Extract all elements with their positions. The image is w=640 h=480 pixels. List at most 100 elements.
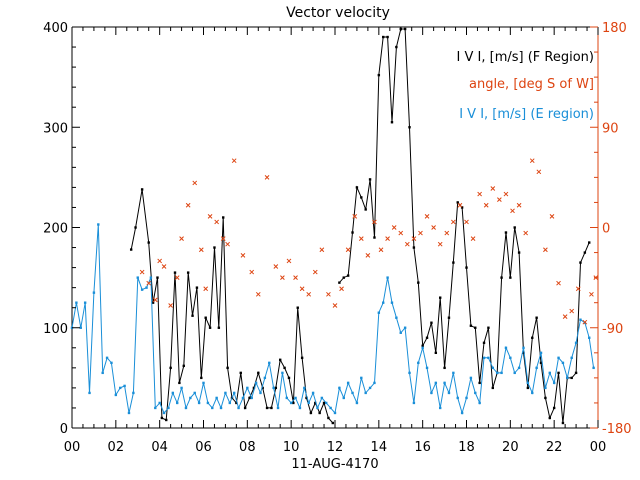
data-point-e-region — [75, 301, 78, 304]
data-point-angle — [146, 280, 152, 286]
data-point-f-region — [469, 324, 473, 327]
data-point-angle — [556, 280, 561, 286]
data-point-angle — [365, 252, 371, 258]
legend-entry: angle, [deg S of W] — [469, 77, 594, 92]
data-point-f-region — [160, 416, 164, 420]
data-point-angle — [569, 308, 575, 314]
data-point-e-region — [333, 411, 337, 415]
data-point-angle — [312, 269, 318, 275]
data-point-e-region — [294, 396, 297, 400]
y-right-tick-label: 0 — [602, 222, 610, 237]
data-point-e-region — [197, 401, 201, 405]
data-point-e-region — [566, 376, 569, 380]
data-point-e-region — [176, 401, 179, 405]
legend-entry: I V I, [m/s] (F Region) — [457, 50, 594, 65]
data-point-angle — [549, 214, 555, 219]
data-point-e-region — [298, 406, 302, 410]
data-point-e-region — [303, 386, 306, 390]
data-point-e-region — [421, 346, 424, 349]
data-point-e-region — [184, 406, 188, 410]
data-point-e-region — [346, 381, 350, 385]
data-point-f-region — [443, 366, 446, 370]
data-point-f-region — [257, 371, 260, 375]
data-point-e-region — [430, 391, 433, 395]
chart-title: Vector velocity — [286, 5, 390, 21]
data-point-f-region — [165, 418, 168, 422]
data-point-e-region — [513, 371, 516, 375]
data-point-e-region — [439, 406, 442, 410]
data-point-e-region — [101, 371, 104, 375]
data-point-e-region — [579, 318, 582, 321]
data-point-angle — [372, 219, 377, 225]
data-point-e-region — [390, 301, 394, 304]
data-point-f-region — [217, 326, 221, 329]
data-point-e-region — [474, 391, 477, 395]
data-point-angle — [398, 230, 404, 236]
x-tick-label: 00 — [590, 440, 607, 455]
data-point-f-region — [235, 401, 238, 405]
data-point-e-region — [154, 406, 157, 410]
data-point-angle — [457, 202, 463, 208]
data-point-angle — [510, 208, 515, 214]
data-point-f-region — [173, 271, 177, 274]
data-point-angle — [174, 275, 180, 280]
data-point-angle — [385, 236, 390, 241]
data-point-angle — [231, 158, 237, 164]
data-point-e-region — [119, 386, 122, 390]
data-point-f-region — [342, 276, 345, 279]
data-point-f-region — [395, 45, 398, 49]
data-point-f-region — [191, 314, 194, 317]
data-point-f-region — [561, 421, 565, 425]
data-point-f-region — [377, 73, 381, 77]
data-point-e-region — [219, 406, 223, 410]
data-point-e-region — [517, 366, 521, 370]
data-point-angle — [483, 202, 489, 208]
data-point-f-region — [509, 276, 512, 279]
data-point-angle — [411, 236, 417, 241]
data-point-f-region — [252, 386, 256, 390]
data-point-e-region — [202, 381, 205, 385]
data-point-angle — [157, 258, 163, 264]
data-point-angle — [497, 197, 502, 203]
data-point-e-region — [539, 351, 543, 355]
x-tick-label: 10 — [283, 440, 300, 455]
data-point-f-region — [274, 386, 278, 390]
data-point-angle — [418, 230, 423, 236]
data-point-e-region — [246, 386, 249, 390]
data-point-f-region — [222, 216, 225, 219]
data-point-e-region — [544, 386, 547, 390]
data-point-e-region — [167, 406, 170, 410]
data-point-e-region — [469, 376, 473, 380]
x-tick-label: 04 — [151, 440, 168, 455]
data-point-e-region — [132, 391, 135, 395]
series-e-region — [70, 223, 595, 415]
data-point-f-region — [522, 351, 525, 355]
data-point-e-region — [237, 406, 240, 410]
data-point-e-region — [535, 366, 538, 370]
data-point-e-region — [408, 371, 411, 375]
data-point-e-region — [588, 336, 591, 339]
data-point-e-region — [482, 356, 486, 360]
data-point-angle — [470, 236, 476, 241]
data-point-f-region — [434, 351, 438, 355]
data-point-f-region — [364, 208, 367, 211]
data-point-angle — [345, 247, 351, 253]
data-point-f-region — [504, 231, 508, 234]
data-point-f-region — [283, 366, 286, 370]
data-point-f-region — [412, 246, 416, 249]
data-point-f-region — [151, 301, 155, 304]
data-point-angle — [299, 286, 305, 292]
data-point-f-region — [279, 358, 282, 362]
data-point-f-region — [557, 371, 560, 375]
data-point-angle — [225, 241, 230, 247]
data-point-e-region — [254, 381, 258, 385]
data-point-f-region — [447, 316, 451, 319]
data-point-angle — [203, 286, 209, 292]
data-point-f-region — [287, 376, 291, 380]
y-left-tick-label: 400 — [43, 21, 68, 36]
data-point-f-region — [373, 236, 376, 239]
data-point-e-region — [574, 341, 578, 344]
data-point-e-region — [329, 406, 332, 410]
data-point-f-region — [338, 281, 341, 284]
data-point-f-region — [439, 296, 442, 299]
